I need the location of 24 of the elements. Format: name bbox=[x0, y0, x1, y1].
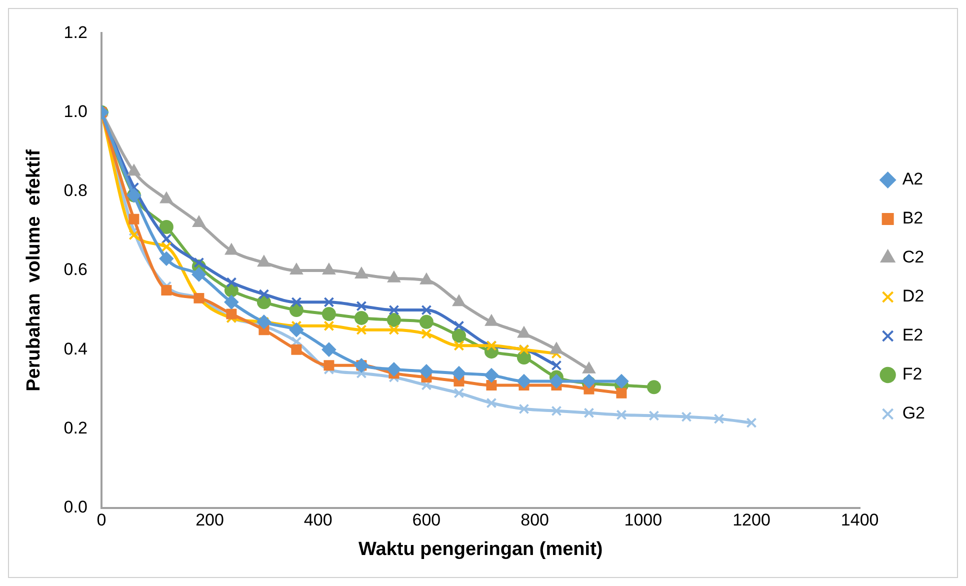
x-axis-title: Waktu pengeringan (menit) bbox=[358, 538, 603, 560]
x-tick-label: 800 bbox=[520, 510, 549, 530]
x-tick-label: 200 bbox=[196, 510, 224, 530]
x-tick-label: 400 bbox=[304, 510, 332, 530]
legend-label: G2 bbox=[902, 404, 926, 423]
x-tick-label: 1000 bbox=[624, 510, 662, 530]
x-tick-label: 1200 bbox=[732, 510, 770, 530]
x-tick-label: 1400 bbox=[840, 510, 879, 530]
legend-label: E2 bbox=[902, 326, 924, 345]
y-tick-label: 0.0 bbox=[64, 497, 88, 516]
x-tick-label: 600 bbox=[412, 510, 441, 530]
y-tick-label: 1.2 bbox=[64, 22, 88, 42]
legend-label: A2 bbox=[902, 170, 924, 189]
y-tick-label: 0.6 bbox=[64, 260, 88, 280]
x-tick-label: 0 bbox=[96, 510, 106, 530]
legend-label: F2 bbox=[902, 364, 922, 384]
y-tick-label: 0.4 bbox=[64, 339, 88, 358]
legend-label: D2 bbox=[902, 286, 924, 306]
legend-label: C2 bbox=[902, 248, 924, 267]
y-axis-title: Perubahan volume efektif bbox=[24, 148, 45, 392]
y-tick-label: 0.8 bbox=[64, 181, 88, 200]
y-tick-label: 1.0 bbox=[64, 102, 88, 121]
y-tick-label: 0.2 bbox=[64, 418, 88, 438]
legend-label: B2 bbox=[902, 208, 924, 228]
